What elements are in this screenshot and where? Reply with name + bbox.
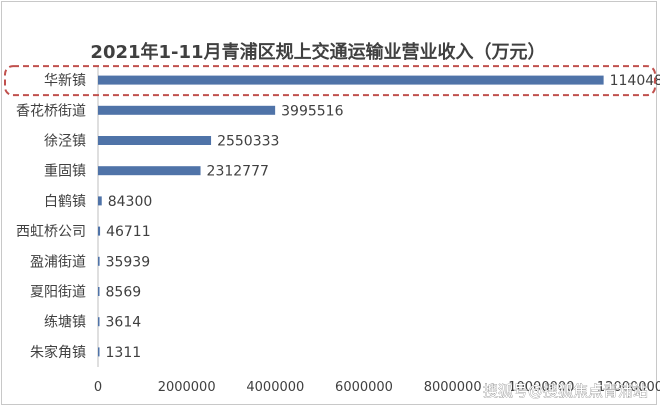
x-tick-label: 0: [94, 380, 102, 395]
data-label: 2312777: [207, 164, 269, 180]
category-label: 香花桥街道: [16, 103, 86, 119]
x-tick-label: 8000000: [424, 380, 482, 395]
bar: [98, 347, 100, 357]
bar: [98, 196, 102, 206]
x-tick-label: 12000000: [597, 380, 660, 395]
x-tick-label: 6000000: [335, 380, 393, 395]
chart-title: 2021年1-11月青浦区规上交通运输业营业收入（万元）: [90, 41, 545, 63]
data-label: 84300: [108, 194, 153, 210]
data-label: 8569: [106, 285, 142, 301]
category-label: 西虹桥公司: [16, 224, 86, 240]
category-label: 重固镇: [44, 164, 86, 180]
x-tick-label: 4000000: [246, 380, 304, 395]
bar: [98, 226, 101, 236]
category-label: 朱家角镇: [30, 344, 86, 361]
x-tick-label: 10000000: [508, 380, 574, 395]
highlight-box: [4, 65, 656, 97]
data-label: 2550333: [217, 134, 279, 150]
x-tick-label: 2000000: [158, 380, 216, 395]
data-label: 1311: [106, 345, 142, 361]
data-label: 3614: [106, 315, 142, 331]
category-label: 白鹤镇: [44, 194, 86, 210]
bar: [98, 166, 201, 176]
data-label: 3995516: [281, 103, 343, 119]
category-label: 徐泾镇: [44, 134, 86, 150]
bar: [98, 317, 100, 327]
category-label: 练塘镇: [44, 315, 86, 331]
data-label: 35939: [106, 254, 151, 270]
bar: [98, 287, 100, 296]
bar: [98, 75, 604, 85]
category-label: 华新镇: [44, 73, 86, 89]
data-label: 46711: [106, 224, 151, 240]
data-label: 11404836: [610, 73, 660, 89]
bar: [98, 105, 276, 115]
category-label: 盈浦街道: [30, 254, 86, 270]
bar: [98, 256, 100, 266]
bar: [98, 136, 212, 145]
watermark: 搜狐号@搜狐焦点青浦站: [483, 382, 648, 400]
category-label: 夏阳街道: [30, 285, 86, 301]
